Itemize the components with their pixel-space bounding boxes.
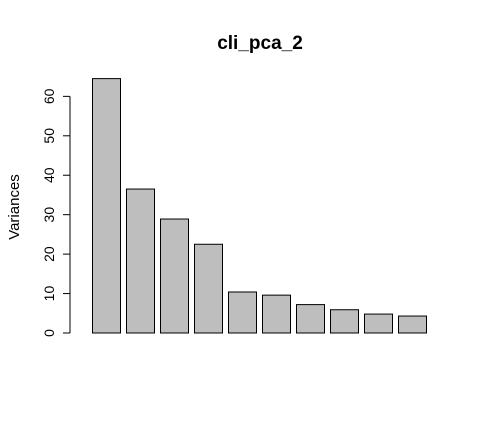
bar	[92, 78, 121, 334]
bar	[398, 315, 427, 334]
bar	[228, 291, 257, 334]
y-axis-label: Variances	[6, 174, 23, 240]
bar	[126, 188, 155, 334]
y-tick-label: 0	[41, 329, 57, 337]
y-tick-label: 50	[41, 128, 57, 144]
bar	[160, 218, 189, 334]
bars	[92, 78, 427, 334]
bar	[364, 313, 393, 334]
chart-title: cli_pca_2	[217, 33, 303, 54]
bar	[194, 243, 223, 334]
bar	[296, 304, 325, 334]
bar	[262, 294, 291, 334]
y-tick-label: 60	[41, 88, 57, 104]
bar	[330, 309, 359, 334]
y-tick-label: 10	[41, 286, 57, 302]
y-tick-label: 20	[41, 246, 57, 262]
y-tick-label: 40	[41, 167, 57, 183]
y-tick-label: 30	[41, 207, 57, 223]
y-axis: 0 10 20 30 40 50 60	[41, 88, 71, 337]
